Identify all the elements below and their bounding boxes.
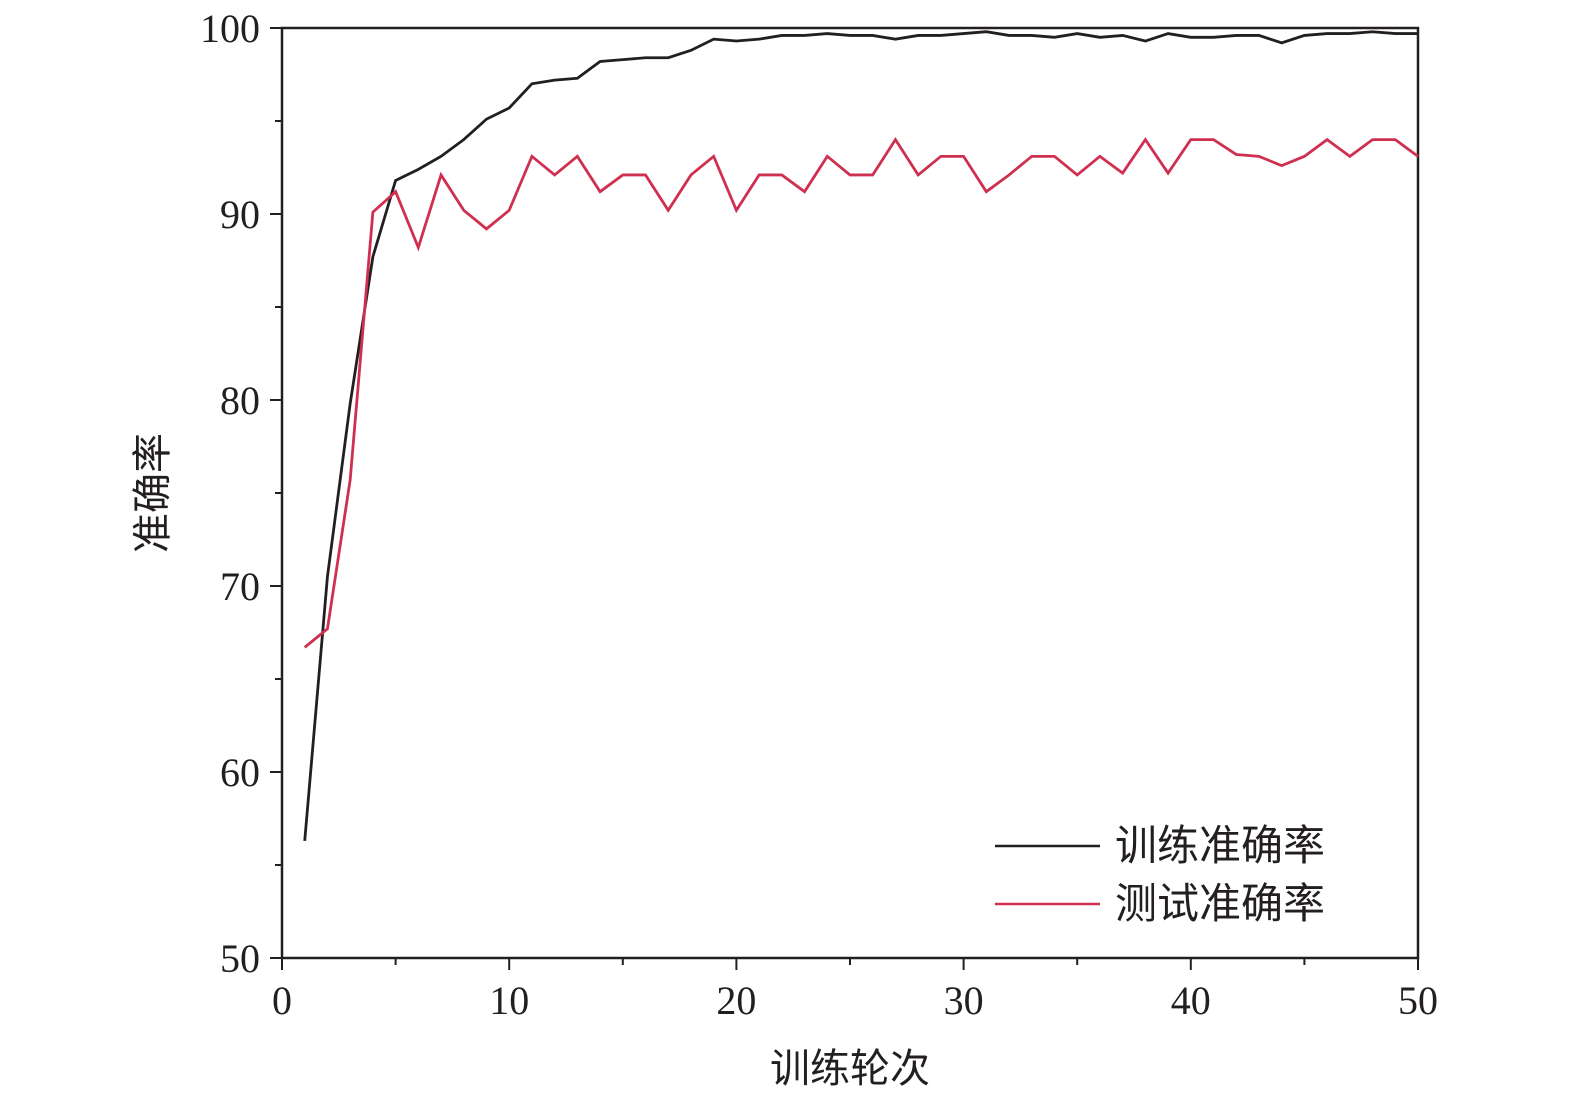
series-lines [303,30,1419,841]
x-tick-label: 0 [272,978,292,1023]
x-tick-label: 50 [1398,978,1438,1023]
x-tick-labels: 0 10 20 30 40 50 [272,978,1438,1023]
y-tick-label: 70 [220,564,260,609]
plot-frame [280,26,1420,960]
y-tick-label: 90 [220,192,260,237]
legend-label-test: 测试准确率 [1115,879,1325,928]
y-tick-label: 60 [220,750,260,795]
x-tick-label: 40 [1171,978,1211,1023]
legend-label-train: 训练准确率 [1115,821,1325,870]
axis-ticks [270,27,1419,970]
y-axis-title: 准确率 [130,433,176,553]
legend: 训练准确率 测试准确率 [995,821,1325,928]
y-tick-label: 100 [200,6,260,51]
x-axis-title: 训练轮次 [770,1046,930,1092]
x-tick-label: 30 [944,978,984,1023]
series-line-train [303,30,1418,841]
y-tick-label: 50 [220,936,260,981]
y-tick-labels: 50 60 70 80 90 100 [200,6,260,981]
series-line-test [303,137,1419,649]
y-tick-label: 80 [220,378,260,423]
x-tick-label: 10 [489,978,529,1023]
x-tick-label: 20 [716,978,756,1023]
